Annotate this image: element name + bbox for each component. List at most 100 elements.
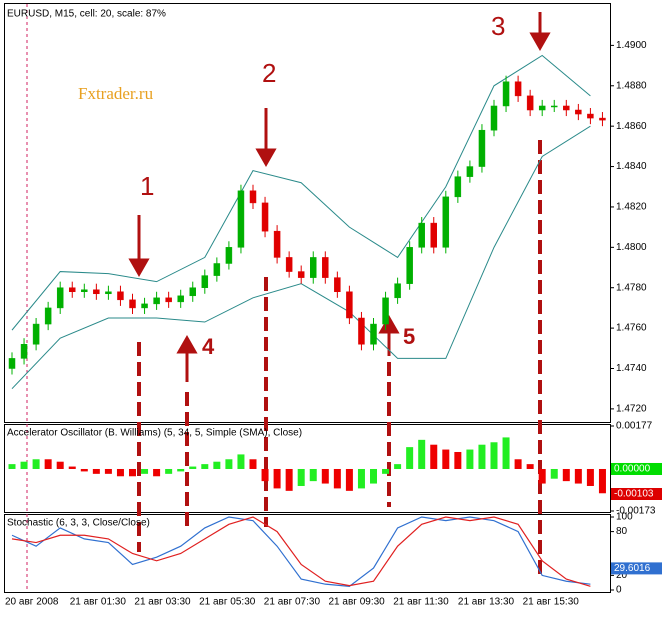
y-tick-label: 100 xyxy=(616,512,633,523)
oscillator-bar xyxy=(333,468,341,489)
oscillator-bar xyxy=(32,459,40,469)
y-tick-label: 0 xyxy=(616,585,622,596)
x-tick-label: 21 авг 07:30 xyxy=(264,597,321,608)
arrow-head xyxy=(128,258,150,278)
oscillator-bar xyxy=(249,459,257,469)
oscillator-bar xyxy=(297,468,305,486)
oscillator-bar xyxy=(586,468,594,486)
candle-body xyxy=(285,257,293,272)
candle-body xyxy=(358,317,365,345)
oscillator-bar xyxy=(273,468,281,489)
oscillator-bar xyxy=(526,464,534,469)
candle-body xyxy=(261,202,269,232)
candle-body xyxy=(514,81,522,97)
stochastic-line xyxy=(11,516,591,587)
y-tick-label: 1.4800 xyxy=(616,242,647,253)
candle-body xyxy=(81,289,88,293)
candle-body xyxy=(32,323,40,345)
annotation: 5 xyxy=(403,324,415,349)
candle-body xyxy=(442,196,450,248)
y-tick-label: 0.00177 xyxy=(616,421,653,432)
stochastic-line xyxy=(11,516,591,587)
arrows xyxy=(128,12,551,382)
indicator-title: Stochastic (6, 3, 3, Close/Close) xyxy=(7,518,150,529)
oscillator-bar xyxy=(8,464,16,469)
y-tick-label: 1.4860 xyxy=(616,121,647,132)
oscillator-bar xyxy=(285,468,293,491)
oscillator-bar xyxy=(538,468,546,484)
oscillator-bar xyxy=(177,468,185,472)
oscillator-bar xyxy=(442,449,450,469)
oscillator-bar xyxy=(394,464,402,469)
candle-body xyxy=(334,277,341,293)
annotation: 4 xyxy=(202,334,215,359)
y-tick-label: 80 xyxy=(616,526,628,537)
y-tick-label: 1.4760 xyxy=(616,323,647,334)
arrow-head xyxy=(378,314,400,334)
oscillator-bar xyxy=(490,442,498,469)
candle-body xyxy=(406,247,413,284)
stoch-panel xyxy=(4,514,611,593)
oscillator-bar xyxy=(550,468,558,479)
oscillator-bar xyxy=(201,464,209,469)
candle-body xyxy=(177,295,184,303)
oscillator-bar xyxy=(165,468,173,474)
candle-body xyxy=(587,113,594,119)
candle-body xyxy=(297,271,305,278)
chart-title: EURUSD, M15, cell: 20, scale: 87% xyxy=(7,9,166,20)
oscillator-bar xyxy=(514,459,522,469)
candle-body xyxy=(8,358,16,369)
candle-body xyxy=(551,105,558,108)
y-tick-label: 1.4780 xyxy=(616,282,647,293)
oscillator-bar xyxy=(562,468,570,482)
candle-body xyxy=(93,289,100,295)
oscillator-bar xyxy=(56,461,64,469)
arrow-head xyxy=(529,32,551,52)
oscillator-bar xyxy=(225,459,233,469)
oscillator-bar xyxy=(598,468,606,494)
oscillator-bar xyxy=(357,468,365,489)
oscillator-bar xyxy=(189,466,197,469)
y-tick-label: -0.00173 xyxy=(616,506,656,517)
x-tick-label: 21 авг 05:30 xyxy=(199,597,256,608)
oscillator-bar xyxy=(80,468,88,472)
oscillator-bar xyxy=(68,466,76,469)
y-tick-label: 20 xyxy=(616,570,628,581)
candle-body xyxy=(490,105,498,131)
oscillator-bar xyxy=(370,468,377,484)
candle-body xyxy=(201,275,209,288)
candle-body xyxy=(575,109,582,115)
value-marker xyxy=(611,488,662,500)
candle-body xyxy=(225,247,233,264)
oscillator-bar xyxy=(92,468,100,474)
x-tick-label: 21 авг 03:30 xyxy=(134,597,191,608)
oscillator-bar xyxy=(502,437,510,469)
oscillator-bar xyxy=(574,468,582,484)
arrow-head xyxy=(255,148,277,168)
oscillator-bar xyxy=(44,459,52,469)
y-tick-label: 1.4880 xyxy=(616,80,647,91)
oscillator-bar xyxy=(261,468,269,482)
candle-body xyxy=(56,287,64,309)
candle-body xyxy=(502,81,510,107)
value-marker-label: 29.6016 xyxy=(614,563,651,574)
candle-body xyxy=(165,297,172,303)
candle-body xyxy=(189,287,196,297)
annotation: 2 xyxy=(262,58,276,88)
candle-body xyxy=(117,291,124,301)
watermark: Fxtrader.ru xyxy=(78,84,154,103)
annotation: 3 xyxy=(491,11,505,41)
candle-body xyxy=(526,95,534,111)
candle-body xyxy=(346,291,353,319)
ac-panel xyxy=(4,424,611,513)
oscillator-bar xyxy=(382,468,390,474)
x-tick-label: 21 авг 11:30 xyxy=(393,597,449,608)
y-tick-label: 1.4720 xyxy=(616,404,647,415)
candle-body xyxy=(382,297,389,325)
oscillator-bar xyxy=(466,449,474,469)
oscillator-bar xyxy=(237,454,245,469)
oscillator-bar xyxy=(20,461,28,469)
x-tick-label: 21 авг 01:30 xyxy=(70,597,127,608)
candle-body xyxy=(538,105,546,111)
